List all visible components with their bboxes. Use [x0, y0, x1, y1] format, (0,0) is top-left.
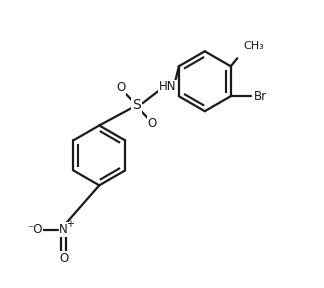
Text: O: O	[116, 81, 125, 94]
Text: N: N	[59, 223, 68, 236]
Text: +: +	[66, 219, 74, 230]
Text: CH₃: CH₃	[243, 41, 264, 51]
Text: Br: Br	[254, 90, 267, 103]
Text: S: S	[132, 98, 141, 113]
Text: O: O	[59, 252, 68, 265]
Text: HN: HN	[159, 80, 177, 93]
Text: O: O	[147, 117, 156, 130]
Text: ⁻O: ⁻O	[27, 223, 43, 236]
